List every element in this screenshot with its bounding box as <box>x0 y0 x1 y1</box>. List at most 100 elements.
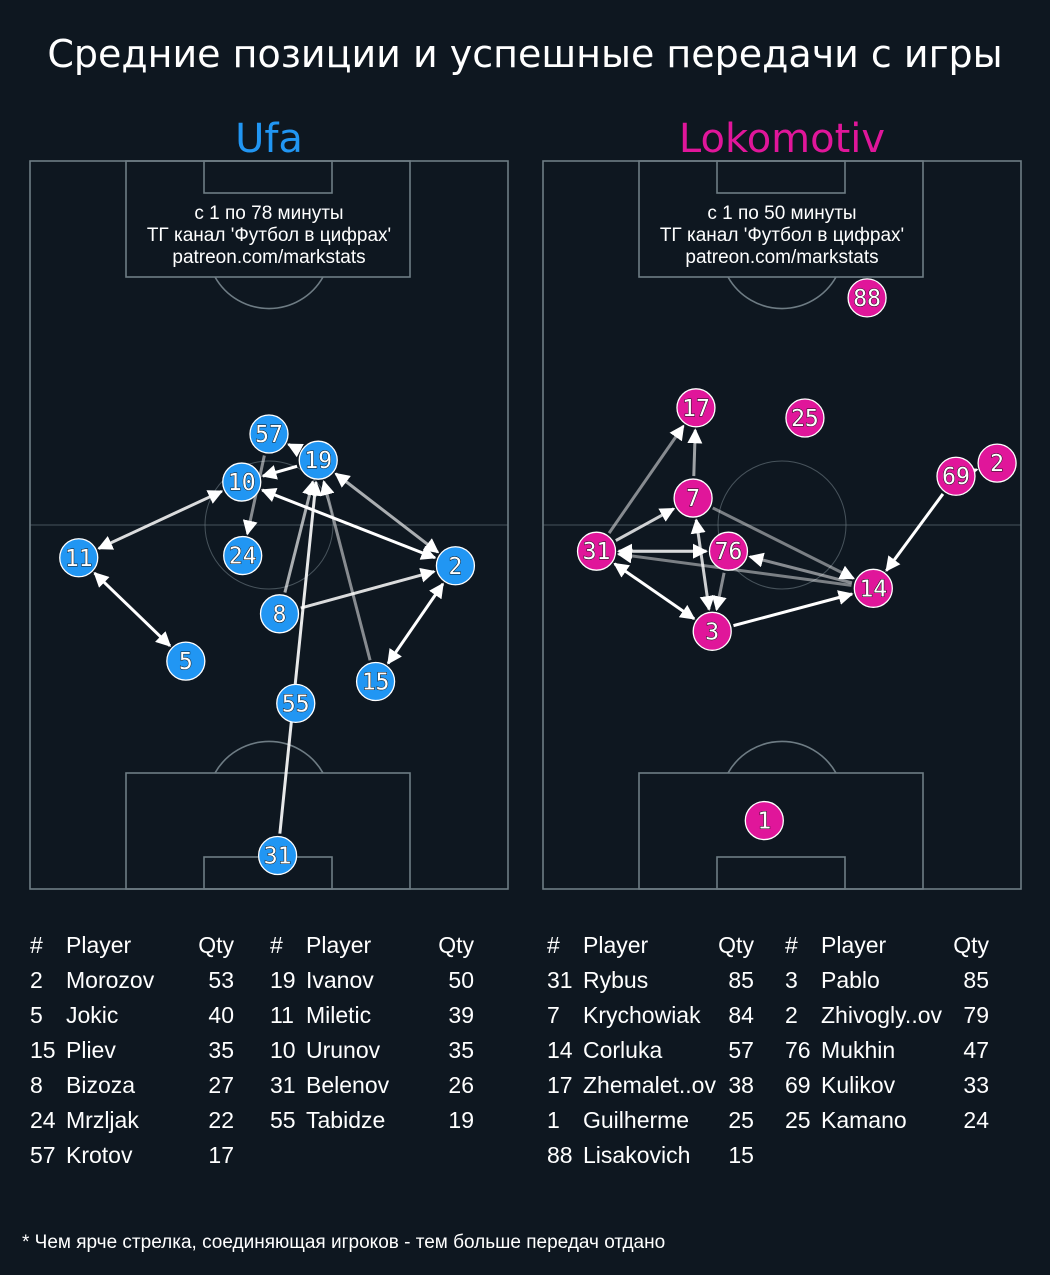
pass-arrow-69-14 <box>885 493 945 572</box>
pass-arrow-31-7 <box>615 507 676 542</box>
header-player: Player <box>583 932 649 958</box>
player-marker-2: 2 <box>977 443 1017 483</box>
player-number: 14 <box>859 576 887 602</box>
footnote: * Чем ярче стрелка, соединяющая игроков … <box>22 1232 666 1253</box>
player-number: 19 <box>304 448 332 474</box>
cell-num: 10 <box>270 1037 296 1063</box>
header-num: # <box>270 932 283 958</box>
player-marker-10: 10 <box>222 462 262 502</box>
table-row: 31 Belenov 26 <box>270 1068 474 1103</box>
table-row: 25 Kamano 24 <box>785 1103 989 1138</box>
cell-qty: 57 <box>728 1037 754 1063</box>
cell-num: 19 <box>270 967 296 993</box>
header-qty: Qty <box>438 932 474 958</box>
player-marker-57: 57 <box>249 414 289 454</box>
cell-qty: 50 <box>448 967 474 993</box>
player-dot <box>298 440 338 480</box>
player-dot <box>222 462 262 502</box>
player-marker-88: 88 <box>847 278 887 318</box>
cell-num: 1 <box>547 1107 560 1133</box>
cell-num: 17 <box>547 1072 573 1098</box>
cell-name: Zhemalet..ov <box>583 1072 716 1098</box>
cell-num: 2 <box>785 1002 798 1028</box>
cell-qty: 85 <box>728 967 754 993</box>
player-dot <box>223 535 263 576</box>
table-row: 1 Guilherme 25 <box>547 1103 754 1138</box>
cell-num: 3 <box>785 967 798 993</box>
pass-arrows <box>607 424 979 628</box>
player-number: 3 <box>705 619 719 645</box>
player-marker-8: 8 <box>259 594 300 634</box>
player-number: 25 <box>791 406 819 432</box>
penalty-arc-top <box>727 276 837 310</box>
cell-num: 24 <box>30 1107 56 1133</box>
cell-qty: 27 <box>208 1072 234 1098</box>
cell-qty: 17 <box>208 1142 234 1168</box>
cell-name: Tabidze <box>306 1107 386 1133</box>
table-row: 10 Urunov 35 <box>270 1033 474 1068</box>
player-marker-14: 14 <box>853 568 893 608</box>
player-number: 57 <box>255 422 283 448</box>
roster-ufa-col1: # Player Qty 2 Morozov 53 5 Jokic 40 15 Pliev 35… <box>30 928 234 1173</box>
player-dot <box>166 641 206 681</box>
team-name-ufa: Ufa <box>235 116 303 162</box>
cell-qty: 85 <box>963 967 989 993</box>
cell-name: Guilherme <box>583 1107 690 1133</box>
cell-name: Jokic <box>66 1002 119 1028</box>
player-dot <box>576 531 617 571</box>
table-row: 76 Mukhin 47 <box>785 1033 989 1068</box>
cell-qty: 53 <box>208 967 234 993</box>
table-header-row: # Player Qty <box>30 928 234 963</box>
cell-num: 7 <box>547 1002 560 1028</box>
cell-num: 8 <box>30 1072 43 1098</box>
cell-qty: 22 <box>208 1107 234 1133</box>
cell-name: Zhivogly..ov <box>821 1002 943 1028</box>
player-number: 2 <box>990 451 1004 477</box>
table-row: 2 Morozov 53 <box>30 963 234 998</box>
pass-arrow-7-17 <box>687 428 703 477</box>
header-qty: Qty <box>953 932 989 958</box>
player-dot <box>259 594 300 634</box>
pass-arrow-14-76 <box>748 552 853 585</box>
cell-num: 55 <box>270 1107 296 1133</box>
table-row: 5 Jokic 40 <box>30 998 234 1033</box>
pass-arrow-19-2 <box>334 472 440 554</box>
pass-arrow-3-14 <box>733 590 854 628</box>
pitch-note-line: с 1 по 50 минуты <box>707 203 856 224</box>
cell-qty: 35 <box>208 1037 234 1063</box>
pitch-note-line: с 1 по 78 минуты <box>194 203 343 224</box>
table-row: 2 Zhivogly..ov 79 <box>785 998 989 1033</box>
player-number: 31 <box>583 539 611 565</box>
player-dot <box>847 278 887 318</box>
header-qty: Qty <box>198 932 234 958</box>
player-number: 2 <box>448 554 462 580</box>
player-dot <box>355 661 396 702</box>
player-number: 31 <box>264 844 292 870</box>
pass-arrow-15-19 <box>319 480 372 661</box>
cell-num: 25 <box>785 1107 811 1133</box>
player-number: 55 <box>282 691 310 717</box>
pass-arrow-10-11 <box>97 489 224 550</box>
table-row: 31 Rybus 85 <box>547 963 754 998</box>
header-player: Player <box>821 932 887 958</box>
cell-qty: 35 <box>448 1037 474 1063</box>
pass-arrow-2-15 <box>386 582 445 665</box>
pass-arrow-31-3 <box>613 562 696 620</box>
player-dot <box>276 683 316 724</box>
cell-name: Pablo <box>821 967 880 993</box>
cell-name: Krotov <box>66 1142 133 1168</box>
player-dot <box>676 388 716 428</box>
player-marker-2: 2 <box>435 546 476 586</box>
player-dot <box>977 443 1017 483</box>
cell-name: Lisakovich <box>583 1142 691 1168</box>
player-dot <box>936 456 976 496</box>
table-header-row: # Player Qty <box>547 928 754 963</box>
cell-num: 14 <box>547 1037 573 1063</box>
cell-num: 76 <box>785 1037 811 1063</box>
player-dot <box>673 478 713 518</box>
header-num: # <box>547 932 560 958</box>
player-number: 8 <box>273 602 287 628</box>
cell-num: 11 <box>270 1002 294 1028</box>
header-player: Player <box>66 932 132 958</box>
